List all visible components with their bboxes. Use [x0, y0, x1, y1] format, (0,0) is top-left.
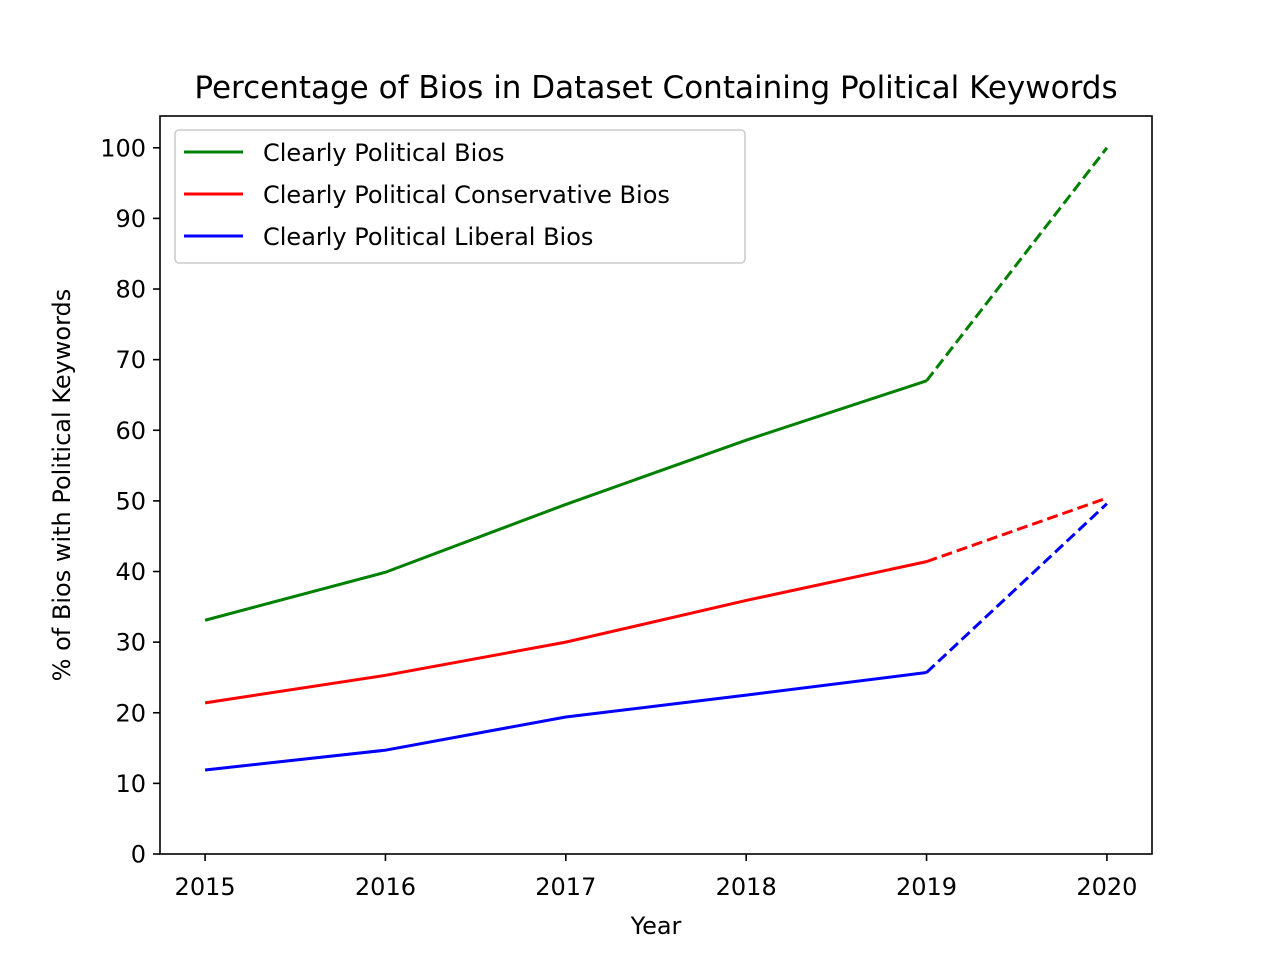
x-tick-label: 2016	[355, 873, 416, 901]
legend-box	[174, 129, 746, 264]
y-tick-label: 30	[115, 629, 146, 657]
y-tick-label: 0	[131, 841, 146, 869]
x-tick-label: 2018	[716, 873, 777, 901]
legend-label: Clearly Political Liberal Bios	[263, 223, 593, 251]
y-tick-label: 20	[115, 699, 146, 727]
legend-label: Clearly Political Bios	[263, 139, 505, 167]
legend: Clearly Political Bios Clearly Political …	[174, 129, 746, 264]
series-2-dashed-line	[925, 502, 1108, 674]
series-2-line	[204, 671, 927, 772]
y-tick-label: 60	[115, 417, 146, 445]
x-tick-label: 2015	[175, 873, 236, 901]
y-axis-label: % of Bios with Political Keywords	[48, 289, 76, 682]
chart-title: Percentage of Bios in Dataset Containing…	[194, 70, 1117, 106]
x-tick-label: 2020	[1076, 873, 1137, 901]
series-1-line	[204, 560, 927, 705]
x-axis-label: Year	[630, 912, 682, 940]
series-0-line	[204, 379, 928, 622]
x-tick-label: 2019	[896, 873, 957, 901]
x-tick-label: 2017	[535, 873, 596, 901]
series-0-dashed-line	[925, 146, 1109, 382]
y-tick-label: 50	[115, 487, 146, 515]
y-tick-label: 80	[115, 276, 146, 304]
x-axis: 2015 2016 2017 2018 2019 2020	[175, 854, 1137, 901]
plot-area	[204, 146, 1109, 772]
y-tick-label: 90	[115, 205, 146, 233]
plot-frame	[159, 115, 1153, 855]
y-tick-label: 40	[115, 558, 146, 586]
y-axis: 0 10 20 30 40 50 60 70 80 90 100	[100, 134, 160, 869]
legend-label: Clearly Political Conservative Bios	[263, 181, 670, 209]
y-tick-label: 70	[115, 346, 146, 374]
y-tick-label: 10	[115, 770, 146, 798]
y-tick-label: 100	[100, 134, 146, 162]
